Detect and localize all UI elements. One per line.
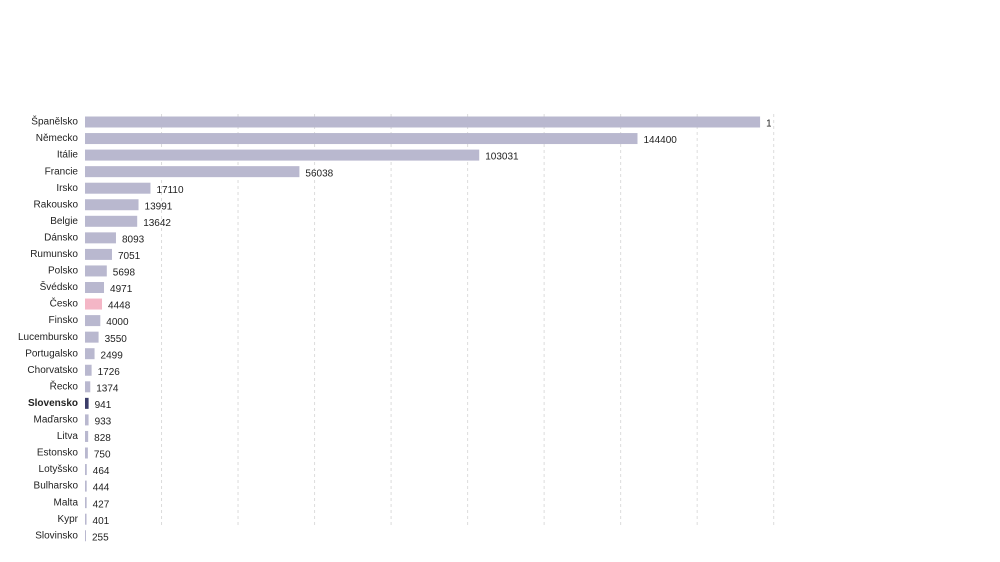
- bar: [85, 199, 139, 211]
- value-label: 176439: [766, 119, 800, 130]
- y-tick-label: Malta: [54, 497, 79, 508]
- y-tick-label: Bulharsko: [34, 481, 79, 492]
- bar: [85, 397, 89, 409]
- value-label: 13642: [143, 218, 171, 229]
- bar: [85, 447, 88, 459]
- y-tick-label: Slovinsko: [35, 530, 78, 541]
- bar: [85, 166, 300, 178]
- y-tick-label: Španělsko: [31, 115, 78, 128]
- bar: [85, 232, 116, 244]
- y-tick-label: Lucembursko: [18, 332, 78, 343]
- bar: [85, 430, 89, 442]
- bar: [85, 298, 103, 310]
- bar: [85, 331, 99, 343]
- y-tick-label: Litva: [57, 431, 79, 442]
- bar: [85, 381, 91, 393]
- bar: [85, 497, 87, 509]
- bar: [85, 464, 87, 476]
- value-label: 750: [94, 450, 111, 461]
- value-label: 828: [94, 433, 111, 444]
- value-label: 103031: [485, 152, 519, 163]
- y-tick-label: Švédsko: [40, 280, 79, 293]
- value-label: 933: [95, 417, 112, 428]
- bar: [85, 149, 480, 161]
- y-tick-label: Francie: [45, 166, 79, 177]
- y-tick-label: Itálie: [57, 150, 79, 161]
- y-tick-label: Finsko: [49, 315, 79, 326]
- value-label: 427: [93, 499, 110, 510]
- value-label: 3550: [105, 334, 128, 345]
- value-label: 4971: [110, 284, 133, 295]
- y-tick-label: Belgie: [50, 216, 78, 227]
- value-label: 13991: [145, 201, 173, 212]
- y-tick-label: Chorvatsko: [27, 365, 78, 376]
- y-tick-label: Rakousko: [34, 199, 79, 210]
- y-tick-label: Kypr: [57, 514, 78, 525]
- y-tick-label: Maďarsko: [34, 415, 79, 426]
- value-label: 1374: [96, 383, 119, 394]
- bar: [85, 265, 107, 277]
- value-label: 4000: [106, 317, 129, 328]
- bar: [85, 480, 87, 492]
- bars: 176439 144400 103031 56038 17110 13991 13642 80…: [85, 116, 800, 543]
- value-label: 255: [92, 532, 109, 543]
- bar: [85, 348, 95, 360]
- value-label: 401: [93, 516, 110, 527]
- bar: [85, 513, 87, 525]
- bar: [85, 133, 638, 145]
- y-tick-label: Dánsko: [44, 232, 78, 243]
- value-label: 8093: [122, 234, 145, 245]
- bar: [85, 530, 86, 542]
- bar: [85, 116, 761, 128]
- bar: [85, 315, 101, 327]
- bar: [85, 282, 105, 293]
- y-tick-label: Lotyšsko: [39, 464, 79, 475]
- y-tick-label: Slovensko: [28, 398, 78, 409]
- bar: [85, 414, 89, 426]
- value-label: 144400: [643, 135, 677, 146]
- value-label: 2499: [101, 350, 124, 361]
- grid: [161, 114, 775, 528]
- y-tick-label: Česko: [50, 297, 79, 310]
- value-label: 941: [95, 400, 112, 411]
- value-label: 7051: [118, 251, 141, 262]
- y-tick-label: Řecko: [50, 379, 79, 392]
- y-tick-label: Polsko: [48, 266, 78, 277]
- y-tick-label: Irsko: [56, 183, 78, 194]
- value-label: 56038: [305, 168, 333, 179]
- value-label: 444: [93, 483, 110, 494]
- y-tick-label: Německo: [36, 133, 79, 144]
- value-label: 4448: [108, 301, 131, 312]
- y-tick-label: Rumunsko: [30, 249, 78, 260]
- bar: [85, 364, 92, 376]
- y-tick-label: Portugalsko: [25, 348, 78, 359]
- value-label: 17110: [156, 185, 184, 196]
- bar: [85, 248, 112, 260]
- bar: [85, 215, 138, 227]
- value-label: 5698: [113, 268, 136, 279]
- value-label: 464: [93, 466, 110, 477]
- y-tick-label: Estonsko: [37, 448, 79, 459]
- bar: [85, 182, 151, 194]
- value-label: 1726: [98, 367, 121, 378]
